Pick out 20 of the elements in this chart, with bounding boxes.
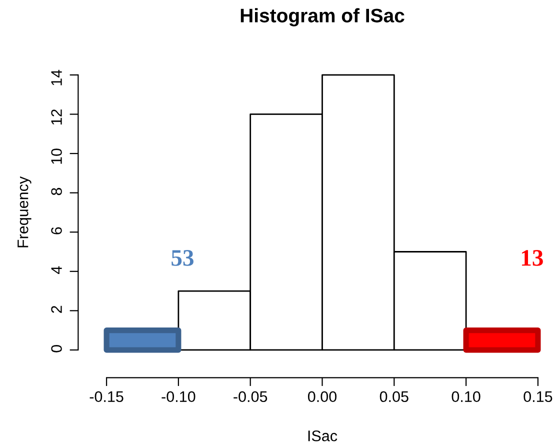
y-tick-label: 4	[51, 266, 62, 274]
x-axis-title: ISac	[308, 430, 338, 442]
annotation: 13	[522, 250, 543, 266]
chart-title: Histogram of ISac	[240, 8, 404, 26]
y-tick-label: 8	[51, 188, 62, 196]
x-tick-label: -0.10	[162, 391, 196, 402]
x-tick-label: -0.15	[90, 391, 124, 402]
y-axis-title: Frequency	[18, 176, 32, 248]
x-tick-label: 0.10	[452, 391, 480, 402]
y-tick-label: 10	[51, 148, 62, 164]
y-tick-label: 0	[51, 345, 62, 352]
x-tick-label: -0.05	[234, 391, 268, 402]
y-tick-label: 2	[51, 306, 62, 313]
x-tick-label: 0.15	[524, 391, 552, 402]
annotation: 53	[172, 250, 194, 266]
y-tick-label: 6	[51, 227, 62, 234]
y-tick-label: 12	[51, 109, 62, 125]
y-tick-label: 14	[51, 70, 62, 86]
x-tick-label: 0.00	[308, 391, 337, 402]
x-tick-label: 0.05	[380, 391, 408, 402]
